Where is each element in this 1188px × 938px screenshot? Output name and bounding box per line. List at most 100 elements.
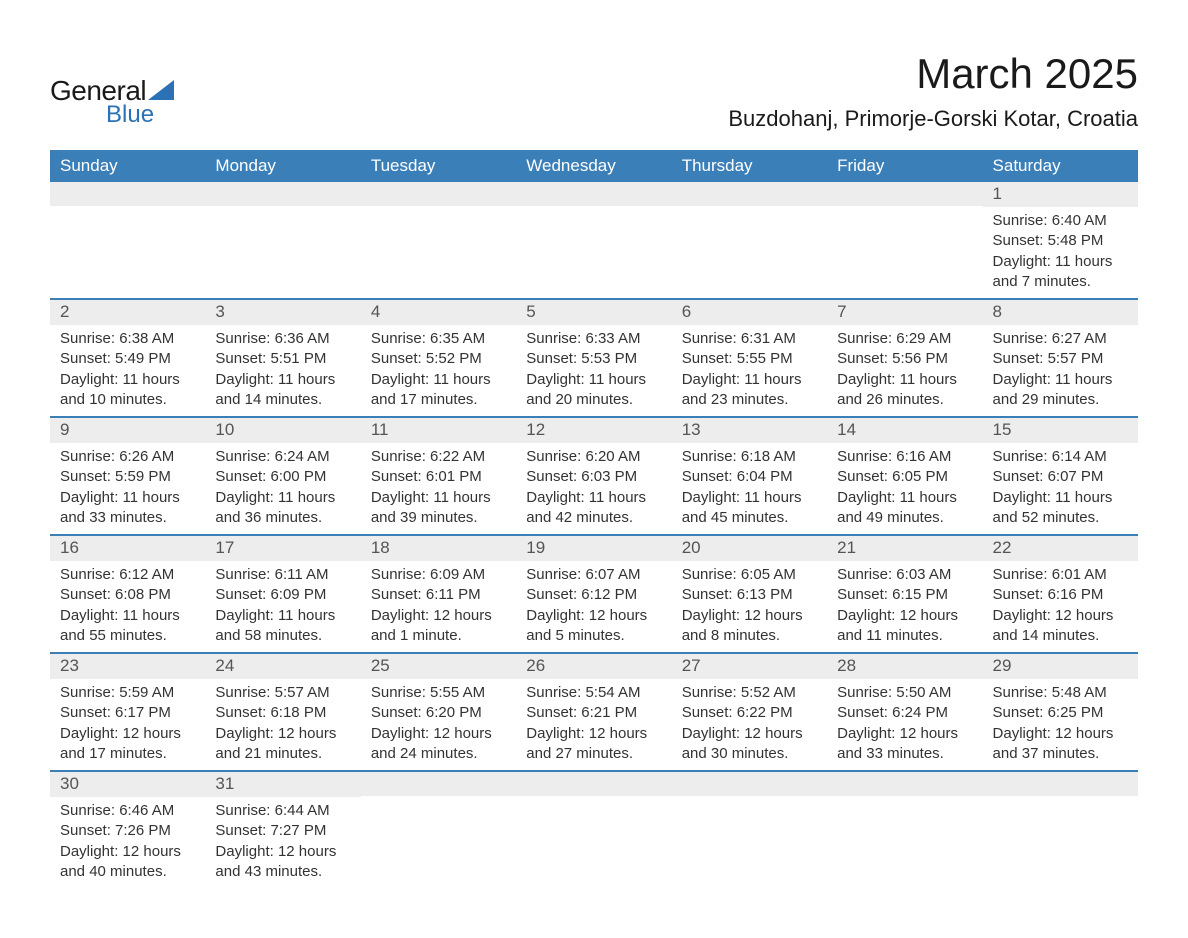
calendar-cell: 27Sunrise: 5:52 AMSunset: 6:22 PMDayligh… (672, 653, 827, 771)
calendar-cell (205, 182, 360, 299)
day-number: 31 (205, 772, 360, 797)
daylight-text: Daylight: 12 hours and 8 minutes. (682, 606, 817, 647)
calendar-week: 1Sunrise: 6:40 AMSunset: 5:48 PMDaylight… (50, 182, 1138, 299)
calendar-cell (50, 182, 205, 299)
daylight-text: Daylight: 11 hours and 10 minutes. (60, 370, 195, 411)
sunset-text: Sunset: 6:00 PM (215, 467, 350, 487)
day-number: 7 (827, 300, 982, 325)
sunrise-text: Sunrise: 6:05 AM (682, 565, 817, 585)
sunset-text: Sunset: 6:05 PM (837, 467, 972, 487)
day-number: 20 (672, 536, 827, 561)
day-details: Sunrise: 5:57 AMSunset: 6:18 PMDaylight:… (205, 679, 360, 770)
daylight-text: Daylight: 12 hours and 33 minutes. (837, 724, 972, 765)
day-details (827, 206, 982, 276)
sunset-text: Sunset: 5:55 PM (682, 349, 817, 369)
weekday-header-row: Sunday Monday Tuesday Wednesday Thursday… (50, 150, 1138, 182)
day-details: Sunrise: 6:40 AMSunset: 5:48 PMDaylight:… (983, 207, 1138, 298)
day-details: Sunrise: 6:35 AMSunset: 5:52 PMDaylight:… (361, 325, 516, 416)
sunrise-text: Sunrise: 5:54 AM (526, 683, 661, 703)
daylight-text: Daylight: 12 hours and 24 minutes. (371, 724, 506, 765)
calendar-cell: 21Sunrise: 6:03 AMSunset: 6:15 PMDayligh… (827, 535, 982, 653)
daylight-text: Daylight: 11 hours and 36 minutes. (215, 488, 350, 529)
col-tuesday: Tuesday (361, 150, 516, 182)
sunset-text: Sunset: 5:59 PM (60, 467, 195, 487)
sunrise-text: Sunrise: 6:29 AM (837, 329, 972, 349)
sunset-text: Sunset: 7:26 PM (60, 821, 195, 841)
sunset-text: Sunset: 6:07 PM (993, 467, 1128, 487)
day-details: Sunrise: 6:44 AMSunset: 7:27 PMDaylight:… (205, 797, 360, 888)
day-details (983, 796, 1138, 866)
calendar-cell (361, 182, 516, 299)
daylight-text: Daylight: 11 hours and 39 minutes. (371, 488, 506, 529)
day-details (516, 206, 671, 276)
daylight-text: Daylight: 12 hours and 27 minutes. (526, 724, 661, 765)
sunset-text: Sunset: 6:13 PM (682, 585, 817, 605)
daylight-text: Daylight: 11 hours and 14 minutes. (215, 370, 350, 411)
day-details: Sunrise: 6:33 AMSunset: 5:53 PMDaylight:… (516, 325, 671, 416)
col-thursday: Thursday (672, 150, 827, 182)
calendar-cell: 23Sunrise: 5:59 AMSunset: 6:17 PMDayligh… (50, 653, 205, 771)
calendar-cell: 15Sunrise: 6:14 AMSunset: 6:07 PMDayligh… (983, 417, 1138, 535)
day-number: 16 (50, 536, 205, 561)
sunrise-text: Sunrise: 6:24 AM (215, 447, 350, 467)
daylight-text: Daylight: 11 hours and 42 minutes. (526, 488, 661, 529)
sunrise-text: Sunrise: 6:40 AM (993, 211, 1128, 231)
day-number (983, 772, 1138, 796)
day-number: 29 (983, 654, 1138, 679)
day-details: Sunrise: 6:01 AMSunset: 6:16 PMDaylight:… (983, 561, 1138, 652)
day-details: Sunrise: 6:20 AMSunset: 6:03 PMDaylight:… (516, 443, 671, 534)
calendar-cell: 12Sunrise: 6:20 AMSunset: 6:03 PMDayligh… (516, 417, 671, 535)
day-details: Sunrise: 5:50 AMSunset: 6:24 PMDaylight:… (827, 679, 982, 770)
day-number (205, 182, 360, 206)
sunrise-text: Sunrise: 6:22 AM (371, 447, 506, 467)
day-number: 12 (516, 418, 671, 443)
calendar-cell (361, 771, 516, 888)
sunset-text: Sunset: 6:01 PM (371, 467, 506, 487)
sunset-text: Sunset: 6:16 PM (993, 585, 1128, 605)
day-number: 9 (50, 418, 205, 443)
calendar-body: 1Sunrise: 6:40 AMSunset: 5:48 PMDaylight… (50, 182, 1138, 888)
calendar-cell: 16Sunrise: 6:12 AMSunset: 6:08 PMDayligh… (50, 535, 205, 653)
day-number: 6 (672, 300, 827, 325)
day-details: Sunrise: 6:27 AMSunset: 5:57 PMDaylight:… (983, 325, 1138, 416)
day-details: Sunrise: 6:07 AMSunset: 6:12 PMDaylight:… (516, 561, 671, 652)
calendar-cell: 26Sunrise: 5:54 AMSunset: 6:21 PMDayligh… (516, 653, 671, 771)
calendar-cell: 2Sunrise: 6:38 AMSunset: 5:49 PMDaylight… (50, 299, 205, 417)
daylight-text: Daylight: 11 hours and 52 minutes. (993, 488, 1128, 529)
calendar-cell: 14Sunrise: 6:16 AMSunset: 6:05 PMDayligh… (827, 417, 982, 535)
daylight-text: Daylight: 11 hours and 45 minutes. (682, 488, 817, 529)
day-details: Sunrise: 6:36 AMSunset: 5:51 PMDaylight:… (205, 325, 360, 416)
day-details: Sunrise: 5:48 AMSunset: 6:25 PMDaylight:… (983, 679, 1138, 770)
day-number: 10 (205, 418, 360, 443)
logo-text-blue: Blue (106, 101, 174, 129)
daylight-text: Daylight: 11 hours and 20 minutes. (526, 370, 661, 411)
sunset-text: Sunset: 6:25 PM (993, 703, 1128, 723)
calendar-cell: 7Sunrise: 6:29 AMSunset: 5:56 PMDaylight… (827, 299, 982, 417)
sunset-text: Sunset: 6:04 PM (682, 467, 817, 487)
col-wednesday: Wednesday (516, 150, 671, 182)
sunset-text: Sunset: 7:27 PM (215, 821, 350, 841)
sunset-text: Sunset: 5:51 PM (215, 349, 350, 369)
daylight-text: Daylight: 12 hours and 11 minutes. (837, 606, 972, 647)
calendar-cell (672, 771, 827, 888)
day-number: 13 (672, 418, 827, 443)
sunset-text: Sunset: 5:48 PM (993, 231, 1128, 251)
calendar-cell: 3Sunrise: 6:36 AMSunset: 5:51 PMDaylight… (205, 299, 360, 417)
calendar-cell: 13Sunrise: 6:18 AMSunset: 6:04 PMDayligh… (672, 417, 827, 535)
sunset-text: Sunset: 6:12 PM (526, 585, 661, 605)
sunrise-text: Sunrise: 6:38 AM (60, 329, 195, 349)
sunset-text: Sunset: 6:09 PM (215, 585, 350, 605)
sunrise-text: Sunrise: 6:27 AM (993, 329, 1128, 349)
sunset-text: Sunset: 6:08 PM (60, 585, 195, 605)
calendar-cell (827, 771, 982, 888)
calendar-cell (827, 182, 982, 299)
day-details: Sunrise: 6:18 AMSunset: 6:04 PMDaylight:… (672, 443, 827, 534)
month-title: March 2025 (728, 50, 1138, 98)
day-number (516, 772, 671, 796)
sunrise-text: Sunrise: 6:09 AM (371, 565, 506, 585)
day-details: Sunrise: 6:26 AMSunset: 5:59 PMDaylight:… (50, 443, 205, 534)
day-number: 25 (361, 654, 516, 679)
sunset-text: Sunset: 5:56 PM (837, 349, 972, 369)
sunrise-text: Sunrise: 6:35 AM (371, 329, 506, 349)
sunrise-text: Sunrise: 6:36 AM (215, 329, 350, 349)
